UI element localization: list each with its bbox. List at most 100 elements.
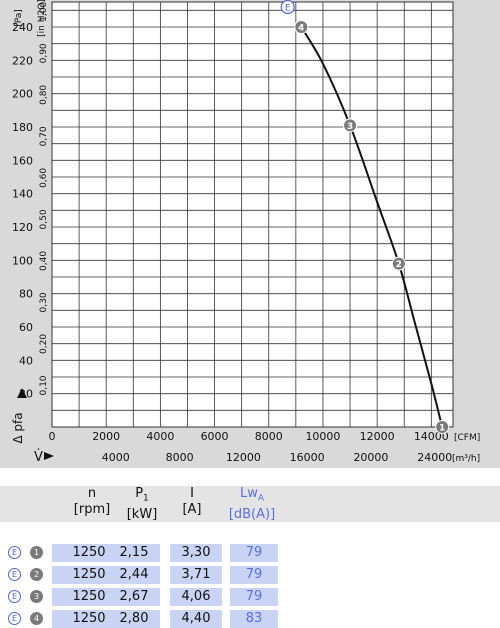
cell-i: 3,71 <box>170 566 222 584</box>
y-tick-pa: 200 <box>12 88 33 101</box>
y-axis-pa-unit: [Pa] <box>14 9 24 27</box>
operating-points-table: n [rpm] P1 [kW] I [A] LwA [dB(A)] E 1 12… <box>0 486 500 628</box>
x-axis-cfm-unit: [CFM] <box>454 433 480 443</box>
fan-curve-chart: 0 2000 4000 6000 8000 10000 12000 14000 4000 8000… <box>0 0 500 468</box>
curve-layer <box>300 26 444 428</box>
y-tick-pa: 140 <box>12 188 33 201</box>
operating-point-label: 3 <box>347 122 353 132</box>
y-tick-pa: 80 <box>19 288 33 301</box>
operating-point-label: 4 <box>298 24 304 34</box>
cell-lwa: 79 <box>230 588 278 606</box>
header-lwa-sub: A <box>257 493 265 504</box>
y-tick-pa: 180 <box>12 121 33 134</box>
header-p1-sub: 1 <box>143 493 149 504</box>
cell-i: 4,40 <box>170 610 222 628</box>
table-row: E 2 1250 2,44 3,71 79 <box>0 566 500 584</box>
cell-n: 1250 <box>52 588 126 606</box>
x-tick-cfm: 6000 <box>201 430 229 443</box>
header-i-name: I <box>190 486 194 501</box>
cell-p1: 2,67 <box>108 588 160 606</box>
e-marker-icon: E <box>8 546 21 559</box>
y-tick-inh2o: 0,90 <box>39 43 49 63</box>
e-marker: E <box>280 0 295 15</box>
cell-lwa: 79 <box>230 566 278 584</box>
operating-point-marker <box>343 118 358 133</box>
y-tick-inh2o: 0,70 <box>39 126 49 146</box>
grid-lines <box>52 2 453 427</box>
x-tick-cfm: 10000 <box>305 430 340 443</box>
x-axis-m3h-unit: [m³/h] <box>452 454 480 464</box>
operating-point-marker <box>391 256 406 271</box>
x-tick-cfm: 12000 <box>360 430 395 443</box>
cell-p1: 2,80 <box>108 610 160 628</box>
cell-i: 4,06 <box>170 588 222 606</box>
y-tick-inh2o: 0,20 <box>39 334 49 354</box>
x-tick-m3h: 24000 <box>417 451 452 464</box>
cell-n: 1250 <box>52 566 126 584</box>
y-tick-inh2o: 0,10 <box>39 375 49 395</box>
plot-background <box>51 1 454 428</box>
y-tick-inh2o: 0,30 <box>39 292 49 312</box>
point-number-badge: 1 <box>30 546 43 559</box>
y-axis-symbol: Δ pfa <box>11 412 25 443</box>
cell-p1: 2,44 <box>108 566 160 584</box>
x-tick-m3h: 4000 <box>102 451 130 464</box>
y-tick-pa: 100 <box>12 254 33 267</box>
x-tick-m3h: 16000 <box>290 451 325 464</box>
table-header-band <box>0 486 500 522</box>
cell-n: 1250 <box>52 610 126 628</box>
operating-point-1: 1 <box>435 420 450 434</box>
cell-lwa: 79 <box>230 544 278 562</box>
x-tick-m3h: 20000 <box>353 451 388 464</box>
cell-i: 3,30 <box>170 544 222 562</box>
header-i: I [A] <box>160 486 224 522</box>
point-number-badge: 4 <box>30 612 43 625</box>
y-tick-pa: 60 <box>19 321 33 334</box>
x-tick-m3h: 12000 <box>226 451 261 464</box>
axis-labels: [Pa] [in H2O] Δ pfa [CFM] [m³/h] V̇ <box>11 0 480 465</box>
y-tick-inh2o: 0,40 <box>39 251 49 271</box>
table-row: E 1 1250 2,15 3,30 79 <box>0 544 500 562</box>
x-tick-cfm: 8000 <box>255 430 283 443</box>
header-n-name: n <box>87 486 97 501</box>
operating-point-marker <box>435 420 450 434</box>
cell-p1: 2,15 <box>108 544 160 562</box>
y-tick-inh2o: 0,50 <box>39 209 49 229</box>
y-tick-inh2o: 0,80 <box>39 85 49 105</box>
x-tick-cfm: 4000 <box>146 430 174 443</box>
operating-point-4: 4 <box>294 20 309 34</box>
e-marker-circle <box>280 0 295 15</box>
header-n: n [rpm] <box>60 486 124 522</box>
x-axis-symbol: V̇ <box>34 450 43 465</box>
e-marker-icon: E <box>8 590 21 603</box>
e-marker-icon: E <box>8 612 21 625</box>
header-p1: P1 [kW] <box>110 486 174 522</box>
header-p1-unit: [kW] <box>126 506 158 522</box>
operating-point-label: 1 <box>439 424 445 434</box>
cell-n: 1250 <box>52 544 126 562</box>
header-p1-name: P <box>135 486 144 501</box>
header-lwa: LwA [dB(A)] <box>220 486 284 522</box>
y-tick-pa: 220 <box>12 54 33 67</box>
point-number-badge: 3 <box>30 590 43 603</box>
header-i-unit: [A] <box>182 502 202 517</box>
operating-point-marker <box>294 20 309 34</box>
y-tick-pa: 40 <box>19 354 33 367</box>
header-n-unit: [rpm] <box>73 502 111 517</box>
cell-lwa: 83 <box>230 610 278 628</box>
header-lwa-unit: [dB(A)] <box>228 506 276 522</box>
y-tick-pa: 160 <box>12 154 33 167</box>
operating-point-2: 2 <box>391 256 406 271</box>
operating-point-label: 2 <box>396 260 402 270</box>
y-axis-inh2o-unit: [in H2O] <box>37 0 47 37</box>
table-row: E 4 1250 2,80 4,40 83 <box>0 610 500 628</box>
y-tick-inh2o: 1,00 <box>39 2 49 22</box>
x-tick-cfm: 2000 <box>92 430 120 443</box>
x-axis-arrow-icon <box>44 452 54 460</box>
fan-curve-line <box>300 26 444 428</box>
point-number-badge: 2 <box>30 568 43 581</box>
points-layer: 1 2 3 4E <box>280 0 450 434</box>
y-tick-pa: 240 <box>12 21 33 34</box>
